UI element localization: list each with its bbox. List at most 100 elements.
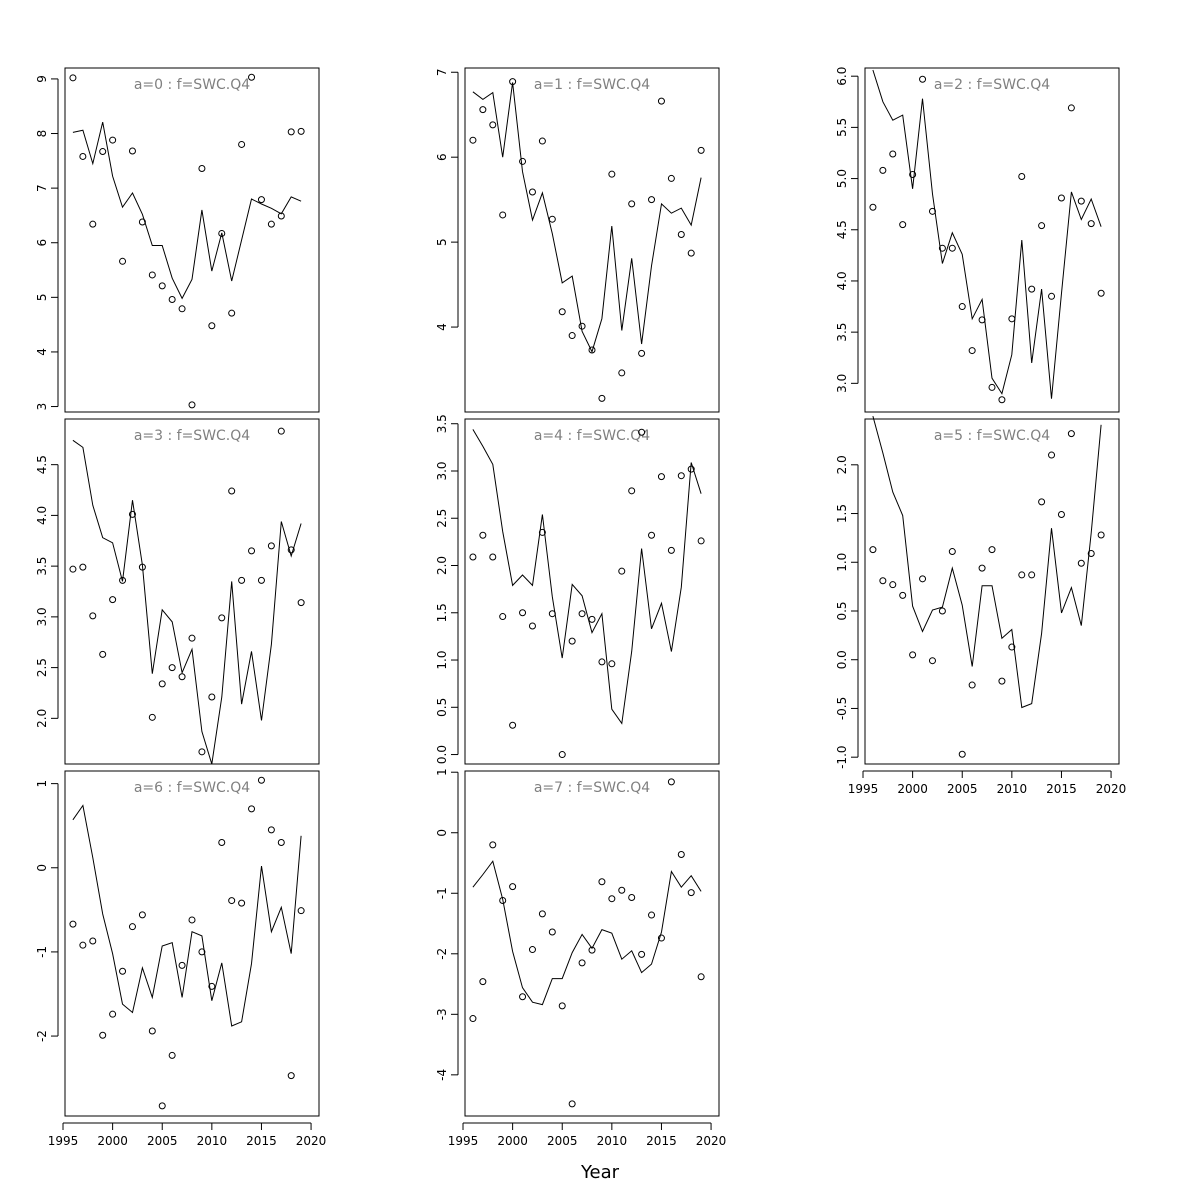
data-point	[248, 547, 256, 555]
y-tick-label: 4	[35, 348, 49, 356]
data-point	[198, 748, 206, 756]
data-point	[909, 170, 917, 178]
data-point	[168, 1051, 176, 1059]
y-axis: -2 -1 0 1	[35, 780, 59, 1042]
y-axis: 0.0 0.5 1.0 1.5 2.0 2.5 3.0 3.5	[435, 414, 459, 764]
data-point	[667, 174, 675, 182]
y-tick-label: 7	[35, 184, 49, 192]
x-tick-label: 2000	[497, 1134, 528, 1148]
data-point	[697, 537, 705, 545]
data-point	[578, 322, 586, 330]
plot-frame	[864, 67, 1120, 413]
data-point	[618, 369, 626, 377]
y-axis: 4 5 6 7	[435, 68, 459, 331]
x-tick-label: 2000	[97, 1134, 128, 1148]
data-point	[538, 910, 546, 918]
data-point	[608, 895, 616, 903]
y-tick-label: -1	[35, 946, 49, 958]
data-point	[578, 959, 586, 967]
y-tick-label: 9	[35, 75, 49, 83]
y-tick-label: -1.0	[835, 745, 849, 768]
data-point	[588, 946, 596, 954]
data-point	[909, 651, 917, 659]
data-point	[119, 576, 127, 584]
data-point	[99, 1031, 107, 1039]
data-point	[208, 693, 216, 701]
data-point	[1067, 430, 1075, 438]
data-point	[528, 946, 536, 954]
x-tick-label: 2015	[646, 1134, 677, 1148]
data-point	[1028, 571, 1036, 579]
plot-frame	[464, 770, 720, 1117]
data-point	[667, 778, 675, 786]
data-point	[109, 136, 117, 144]
data-point	[948, 548, 956, 556]
data-point	[218, 839, 226, 847]
data-point	[178, 305, 186, 313]
x-tick-label: 1995	[848, 782, 879, 796]
plot-frame	[64, 770, 320, 1117]
data-point	[638, 428, 646, 436]
panel-label: a=4 : f=SWC.Q4	[534, 428, 650, 444]
y-tick-label: 4	[435, 323, 449, 331]
data-point	[1077, 559, 1085, 567]
data-point	[1038, 498, 1046, 506]
plot-frame	[464, 418, 720, 765]
data-point	[948, 244, 956, 252]
y-tick-label: 2.5	[435, 509, 449, 528]
data-point	[677, 230, 685, 238]
data-point	[257, 576, 265, 584]
data-point	[79, 563, 87, 571]
data-point	[1057, 511, 1065, 519]
data-point	[297, 599, 305, 607]
data-point	[889, 581, 897, 589]
data-point	[148, 1027, 156, 1035]
data-point	[519, 993, 527, 1001]
data-point	[287, 546, 295, 554]
data-point	[628, 487, 636, 495]
data-point	[928, 657, 936, 665]
data-point	[519, 157, 527, 165]
data-point	[277, 427, 285, 435]
data-point	[178, 961, 186, 969]
data-point	[138, 218, 146, 226]
data-point	[228, 487, 236, 495]
data-point	[988, 383, 996, 391]
data-point	[287, 128, 295, 136]
data-point	[988, 546, 996, 554]
panel-7: a=7 : f=SWC.Q4 -4 -3 -2 -1 0 1 1995 2000 2005 2010…	[435, 768, 726, 1148]
x-tick-label: 2010	[197, 1134, 228, 1148]
y-tick-label: -4	[435, 1069, 449, 1081]
data-point	[69, 74, 77, 82]
data-point	[528, 188, 536, 196]
data-point	[208, 982, 216, 990]
panel-3: a=3 : f=SWC.Q4 2.0 2.5 3.0 3.5 4.0 4.5	[35, 418, 320, 765]
x-tick-label: 2015	[246, 1134, 277, 1148]
y-tick-label: 5.5	[835, 118, 849, 137]
data-point	[148, 271, 156, 279]
data-point	[267, 220, 275, 228]
data-point	[657, 97, 665, 105]
data-point	[938, 607, 946, 615]
x-axis: 1995 2000 2005 2010 2015 2020	[848, 770, 1126, 796]
data-point	[548, 215, 556, 223]
y-tick-label: 3.5	[35, 557, 49, 576]
y-axis: 3.0 3.5 4.0 4.5 5.0 5.5 6.0	[835, 67, 859, 393]
data-point	[128, 510, 136, 518]
x-tick-label: 2005	[947, 782, 978, 796]
y-tick-label: 6	[435, 153, 449, 161]
panel-4: a=4 : f=SWC.Q4 0.0 0.5 1.0 1.5 2.0 2.5 3.0 3.5	[435, 414, 720, 765]
data-point	[1057, 194, 1065, 202]
data-point	[889, 150, 897, 158]
plot-frame	[864, 418, 1120, 765]
data-point	[578, 610, 586, 618]
data-point	[519, 609, 527, 617]
data-point	[879, 577, 887, 585]
data-point	[598, 658, 606, 666]
panel-5: a=5 : f=SWC.Q4 -1.0 -0.5 0.0 0.5 1.0 1.5 2.0 199…	[835, 415, 1126, 796]
data-point	[138, 563, 146, 571]
x-tick-label: 2000	[897, 782, 928, 796]
data-point	[568, 1100, 576, 1108]
